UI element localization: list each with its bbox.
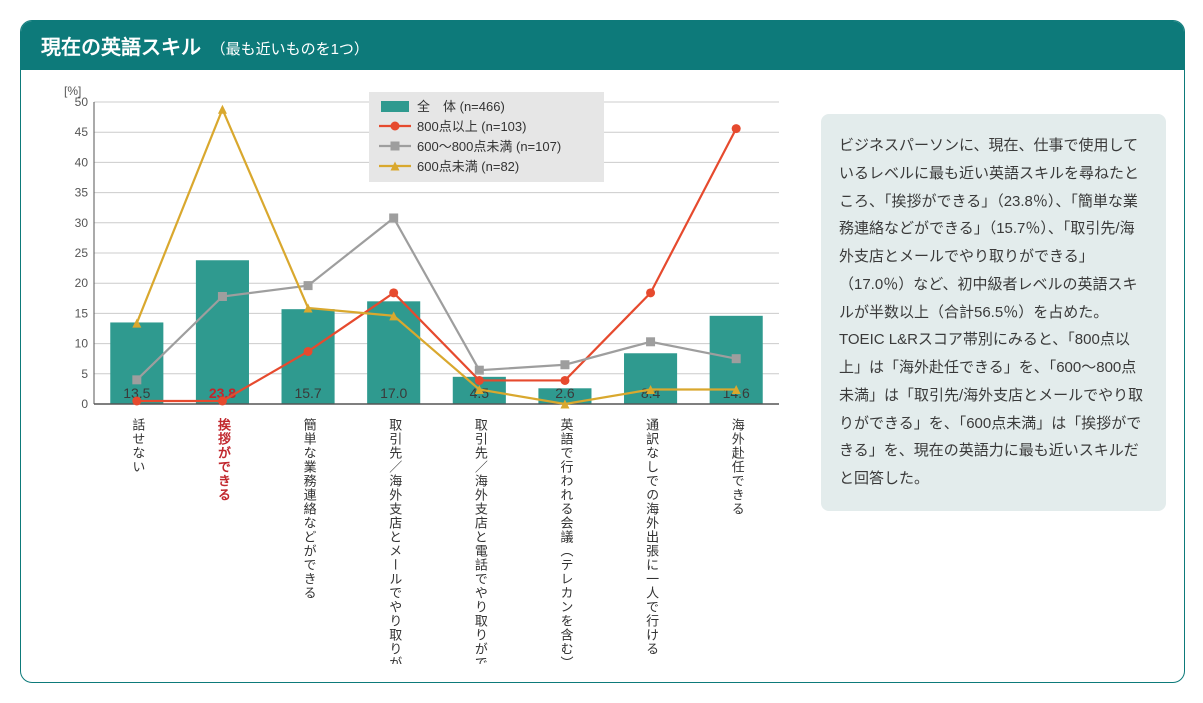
svg-text:35: 35: [75, 186, 89, 200]
legend-label: 600点未満 (n=82): [417, 159, 519, 174]
x-category-label: 海外赴任できる: [730, 418, 745, 516]
legend-label: 800点以上 (n=103): [417, 119, 526, 134]
x-category-label: 英語で行われる会議（テレカンを含む）で議論できる: [559, 418, 574, 664]
svg-text:25: 25: [75, 246, 89, 260]
x-category-label: 挨拶ができる: [216, 417, 231, 502]
legend-label: 600〜800点未満 (n=107): [417, 139, 561, 154]
bar: [196, 260, 249, 404]
svg-text:15: 15: [75, 306, 89, 320]
line-marker: [218, 396, 227, 405]
chart-svg: 0510152025303540455013.523.815.717.04.52…: [39, 84, 799, 664]
line-marker: [389, 213, 398, 222]
legend-label: 全 体 (n=466): [417, 99, 505, 114]
svg-text:40: 40: [75, 155, 89, 169]
line-marker: [475, 376, 484, 385]
line-marker: [732, 354, 741, 363]
svg-text:30: 30: [75, 216, 89, 230]
chart-area: [%] 0510152025303540455013.523.815.717.0…: [39, 84, 799, 664]
card-header: 現在の英語スキル （最も近いものを1つ）: [21, 21, 1184, 70]
line-marker: [389, 288, 398, 297]
svg-text:10: 10: [75, 337, 89, 351]
chart-card: 現在の英語スキル （最も近いものを1つ） [%] 0 5 10 15 20 25 30 35 4…: [20, 20, 1185, 683]
x-category-label: 通訳なしでの海外出張に一人で行ける: [644, 418, 659, 656]
line-marker: [560, 376, 569, 385]
svg-text:5: 5: [81, 367, 88, 381]
x-category-label: 簡単な業務連絡などができる: [302, 418, 317, 600]
line-marker: [646, 337, 655, 346]
y-unit-label: [%]: [64, 84, 81, 98]
bar-value-label: 2.6: [555, 385, 575, 401]
bar-value-label: 15.7: [294, 385, 321, 401]
header-title: 現在の英語スキル: [41, 37, 201, 59]
svg-text:20: 20: [75, 276, 89, 290]
line-marker: [646, 288, 655, 297]
x-category-label: 話せない: [130, 417, 145, 474]
description-box: ビジネスパーソンに、現在、仕事で使用しているレベルに最も近い英語スキルを尋ねたと…: [821, 114, 1166, 511]
header-subtitle: （最も近いものを1つ）: [211, 41, 369, 58]
line-marker: [132, 396, 141, 405]
x-category-label: 取引先／海外支店と電話でやり取りができる: [473, 418, 488, 664]
bar-value-label: 17.0: [380, 385, 407, 401]
line-marker: [218, 292, 227, 301]
line-marker: [475, 366, 484, 375]
line-marker: [132, 375, 141, 384]
card-body: [%] 0510152025303540455013.523.815.717.0…: [21, 70, 1184, 682]
line-marker: [732, 124, 741, 133]
line-marker: [560, 360, 569, 369]
line-marker: [304, 347, 313, 356]
svg-text:45: 45: [75, 125, 89, 139]
x-category-label: 取引先／海外支店とメールでやり取りができる: [387, 418, 402, 664]
svg-text:0: 0: [81, 397, 88, 411]
line-marker: [304, 281, 313, 290]
line-marker: [218, 105, 227, 114]
